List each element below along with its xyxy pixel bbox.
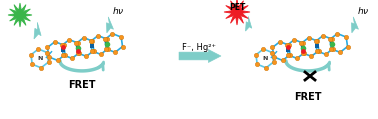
Polygon shape	[245, 17, 252, 31]
Polygon shape	[8, 3, 32, 27]
Text: N: N	[262, 56, 267, 61]
Text: F⁻, Hg²⁺: F⁻, Hg²⁺	[182, 42, 216, 52]
Polygon shape	[179, 50, 221, 62]
Polygon shape	[352, 17, 358, 33]
Text: FRET: FRET	[294, 92, 322, 102]
Text: $h\nu$: $h\nu$	[112, 5, 124, 17]
Text: $h\nu$: $h\nu$	[357, 5, 369, 17]
Text: N: N	[37, 56, 42, 61]
Polygon shape	[34, 22, 41, 39]
Text: FRET: FRET	[68, 80, 96, 90]
Text: PET: PET	[229, 3, 245, 12]
Polygon shape	[224, 0, 250, 25]
Polygon shape	[107, 17, 113, 33]
